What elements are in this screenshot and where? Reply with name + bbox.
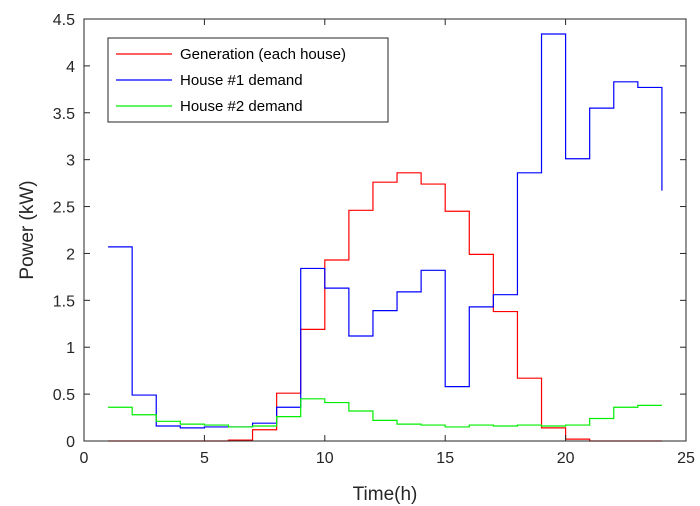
x-tick-label: 5 [200, 450, 209, 467]
y-tick-label: 0 [66, 434, 75, 451]
y-tick-label: 0.5 [53, 387, 75, 404]
legend-label: House #1 demand [180, 72, 303, 89]
series-line-1 [108, 172, 662, 442]
y-tick-label: 3.5 [53, 106, 75, 123]
legend-label: Generation (each house) [180, 46, 346, 63]
x-tick-label: 10 [316, 450, 334, 467]
y-tick-label: 1 [66, 340, 75, 357]
x-tick-label: 15 [436, 450, 454, 467]
legend-label: House #2 demand [180, 98, 303, 115]
legend: Generation (each house) House #1 demand Ho… [107, 37, 389, 123]
y-tick-label: 2.5 [53, 200, 75, 217]
axes-box [83, 18, 687, 442]
y-tick-label: 1.5 [53, 293, 75, 310]
x-tick-label: 0 [80, 450, 89, 467]
x-tick-label: 25 [677, 450, 695, 467]
y-tick-label: 2 [66, 246, 75, 263]
series-layer [108, 33, 663, 442]
x-tick-label: 20 [557, 450, 575, 467]
y-axis-title: Power (kW) [17, 180, 38, 279]
series-line-2 [108, 33, 663, 429]
y-tick-label: 4.5 [53, 12, 75, 29]
y-tick-label: 3 [66, 153, 75, 170]
axes-layer: 0 5 10 15 20 25 0 0.5 1 1.5 2 2.5 3 3.5 4 4.5 [53, 12, 695, 467]
series-line-3 [108, 398, 662, 428]
x-axis-title: Time(h) [353, 484, 418, 505]
y-tick-label: 4 [66, 59, 75, 76]
